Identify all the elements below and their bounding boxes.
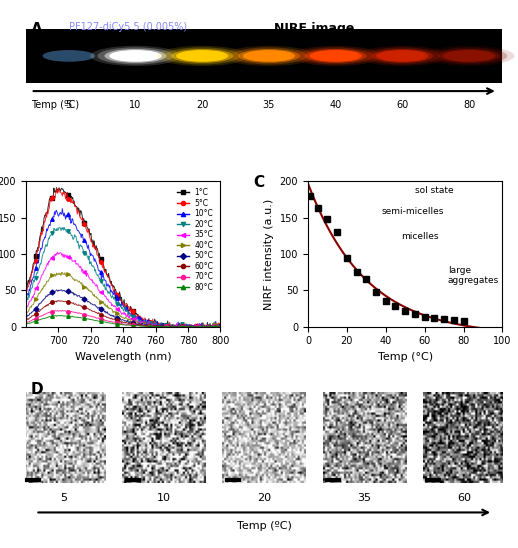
X-axis label: Temp (°C): Temp (°C) bbox=[378, 352, 433, 362]
Circle shape bbox=[238, 49, 300, 63]
Legend: 1°C, 5°C, 10°C, 20°C, 35°C, 40°C, 50°C, 60°C, 70°C, 80°C: 1°C, 5°C, 10°C, 20°C, 35°C, 40°C, 50°C, … bbox=[174, 185, 217, 295]
Circle shape bbox=[371, 49, 434, 63]
Circle shape bbox=[291, 46, 381, 66]
Circle shape bbox=[424, 46, 514, 66]
Text: micelles: micelles bbox=[401, 232, 439, 241]
Text: 35: 35 bbox=[263, 100, 275, 110]
Text: C: C bbox=[253, 175, 265, 191]
Circle shape bbox=[305, 49, 367, 63]
Circle shape bbox=[297, 47, 374, 65]
Text: 5: 5 bbox=[66, 100, 72, 110]
Text: 5: 5 bbox=[61, 493, 67, 504]
Y-axis label: NIRF intensity (a.u.): NIRF intensity (a.u.) bbox=[264, 198, 274, 310]
Text: PF127-diCy5.5 (0.005%): PF127-diCy5.5 (0.005%) bbox=[69, 22, 187, 32]
Circle shape bbox=[438, 49, 500, 63]
Circle shape bbox=[431, 47, 507, 65]
Text: 60: 60 bbox=[396, 100, 409, 110]
Text: large
aggregates: large aggregates bbox=[448, 266, 499, 285]
Circle shape bbox=[376, 50, 428, 62]
X-axis label: Wavelength (nm): Wavelength (nm) bbox=[75, 352, 171, 362]
Circle shape bbox=[443, 50, 495, 62]
Circle shape bbox=[357, 46, 448, 66]
Circle shape bbox=[42, 50, 95, 62]
Circle shape bbox=[109, 50, 162, 62]
Text: NIRF image: NIRF image bbox=[274, 22, 354, 35]
Text: 35: 35 bbox=[357, 493, 371, 504]
Text: D: D bbox=[31, 382, 44, 397]
Text: semi-micelles: semi-micelles bbox=[382, 208, 444, 216]
Text: 40: 40 bbox=[329, 100, 342, 110]
Text: Temp (ºC): Temp (ºC) bbox=[31, 100, 79, 110]
Circle shape bbox=[90, 46, 181, 66]
Text: 10: 10 bbox=[157, 493, 171, 504]
Circle shape bbox=[176, 50, 228, 62]
Text: 20: 20 bbox=[257, 493, 271, 504]
Circle shape bbox=[243, 50, 295, 62]
Circle shape bbox=[171, 49, 233, 63]
Text: 20: 20 bbox=[196, 100, 208, 110]
Circle shape bbox=[231, 47, 307, 65]
Circle shape bbox=[224, 46, 314, 66]
Text: 80: 80 bbox=[463, 100, 475, 110]
Circle shape bbox=[309, 50, 362, 62]
Text: 60: 60 bbox=[457, 493, 471, 504]
Circle shape bbox=[164, 47, 240, 65]
Circle shape bbox=[105, 49, 166, 63]
Text: Temp (ºC): Temp (ºC) bbox=[237, 521, 292, 530]
Circle shape bbox=[364, 47, 440, 65]
Text: A: A bbox=[31, 22, 42, 37]
Text: 10: 10 bbox=[130, 100, 141, 110]
Text: sol state: sol state bbox=[415, 186, 454, 195]
Bar bbox=[26, 29, 502, 83]
Circle shape bbox=[97, 47, 174, 65]
Circle shape bbox=[157, 46, 248, 66]
